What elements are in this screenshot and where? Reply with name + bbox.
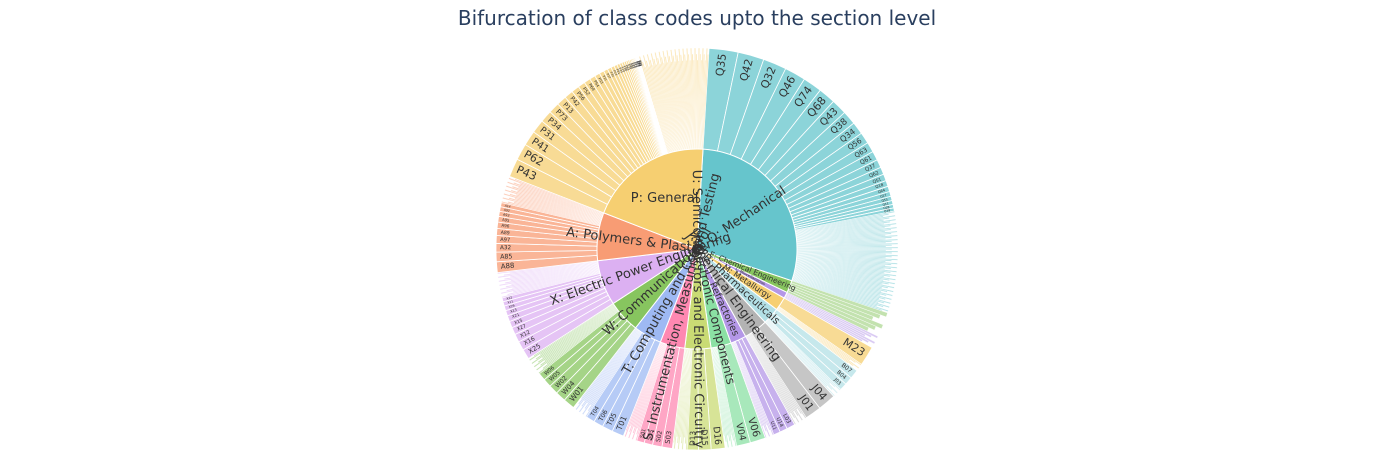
subsection-label: D15 [700,429,711,446]
subsection-label: A88 [500,262,514,271]
subsection-label: A85 [500,253,513,260]
subsection-label: A32 [500,245,512,251]
subsection-label: D13 [688,431,697,447]
subsection-label: D16 [710,426,722,446]
section-label: P: General [631,191,699,206]
subsection-label: A96 [501,223,510,229]
subsection-label: A97 [500,237,510,243]
subsection-label: A89 [500,230,510,237]
